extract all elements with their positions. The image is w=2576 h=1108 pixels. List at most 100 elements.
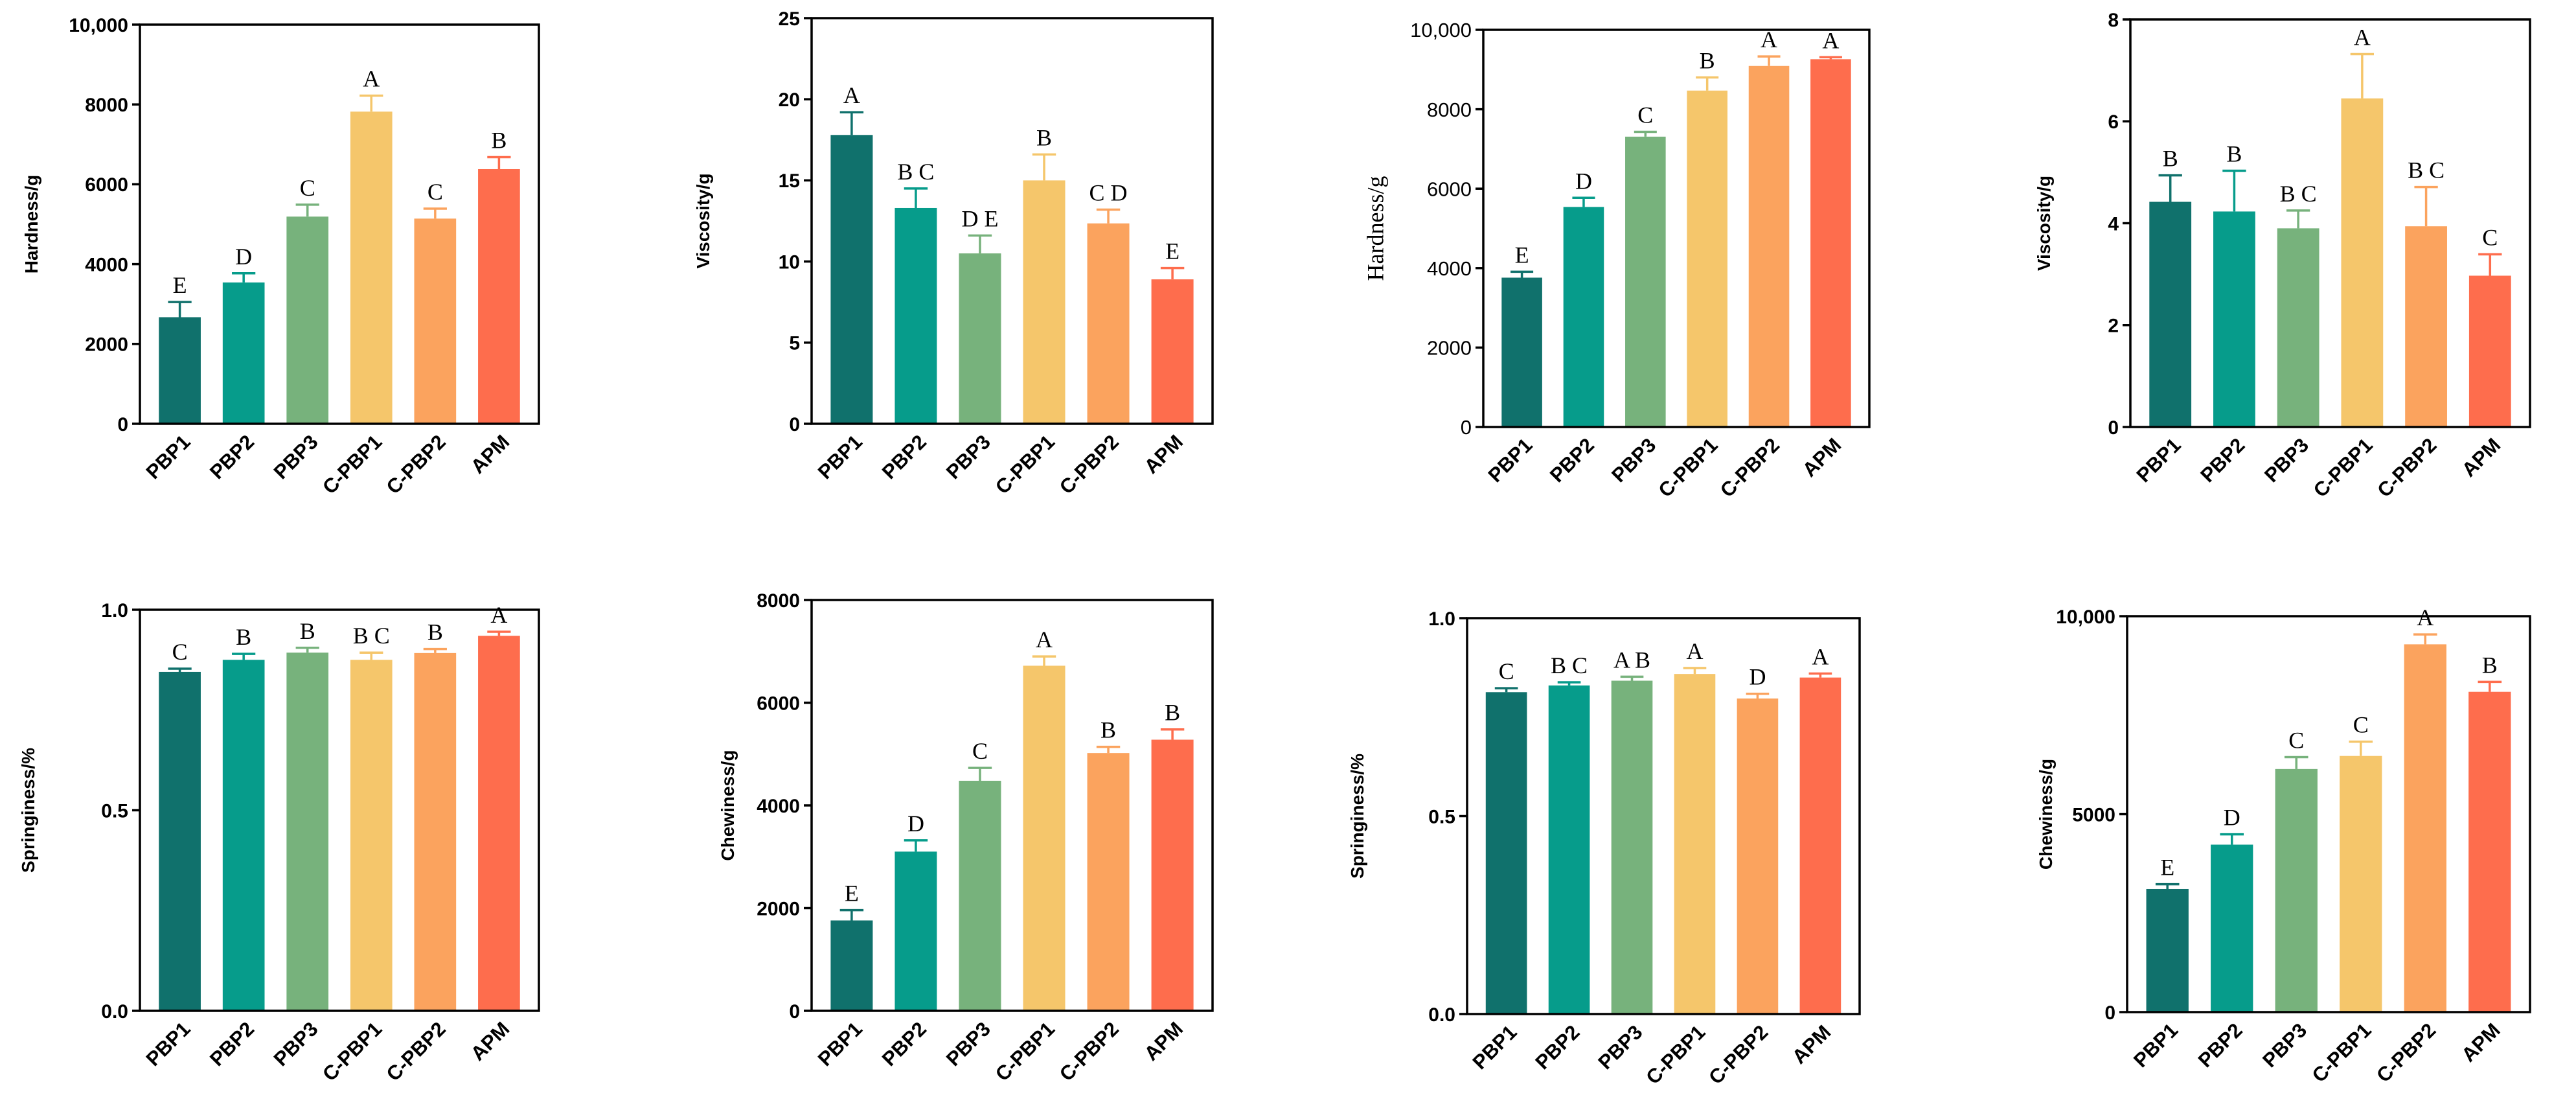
chart8-x-tick-label-pbp2: PBP2 [2194, 1019, 2247, 1072]
chart6-x-tick-label-c-pbp2: C-PBP2 [1055, 1017, 1123, 1085]
chart6-y-tick-label: 6000 [757, 693, 800, 714]
chart6-y-tick-label: 4000 [757, 796, 800, 817]
chart7-x-tick-label-c-pbp1: C-PBP1 [1641, 1021, 1709, 1089]
chart8-significance-letter-apm: B [2482, 652, 2498, 678]
chart8-bar-pbp1 [2146, 888, 2189, 1012]
chart1-x-tick-label-pbp2: PBP2 [205, 430, 258, 483]
chart6-y-tick-label: 2000 [757, 898, 800, 919]
chart8-bar-c-pbp1 [2340, 756, 2382, 1012]
chart3-y-tick-label: 2000 [1427, 337, 1472, 360]
chart4-x-tick-label-pbp1: PBP1 [2132, 433, 2185, 487]
chart8-x-tick-label-apm: APM [2457, 1019, 2504, 1066]
chart3-bar-c-pbp2 [1748, 65, 1790, 427]
chart3-y-axis-label: Hardness/g [1363, 176, 1389, 281]
chart1-x-tick-label-c-pbp1: C-PBP1 [318, 430, 386, 498]
chart-panel-1: E PBP1 D PBP2 C PBP3 A C-PBP1 C C-PBP2 B APM 0 2000 40… [21, 15, 540, 498]
chart4-y-tick-label: 2 [2108, 316, 2119, 337]
chart3-significance-letter-apm: A [1822, 27, 1839, 53]
chart6-error-bar-pbp3 [968, 767, 992, 781]
chart5-x-tick-label-pbp3: PBP3 [269, 1017, 323, 1070]
chart8-x-tick-label-c-pbp2: C-PBP2 [2372, 1019, 2440, 1087]
chart1-plot-frame [139, 23, 540, 425]
chart8-y-tick-label: 0 [2104, 1002, 2115, 1024]
chart4-significance-letter-pbp1: B [2163, 146, 2178, 172]
chart2-x-tick-label-c-pbp2: C-PBP2 [1055, 430, 1123, 498]
chart1-significance-letter-pbp2: D [235, 244, 252, 270]
chart8-error-bar-pbp2 [2220, 833, 2244, 845]
chart2-y-tick-label: 25 [779, 8, 800, 30]
chart2-y-tick-label: 15 [779, 170, 800, 192]
chart5-x-tick-label-pbp1: PBP1 [142, 1017, 195, 1070]
chart1-error-bar-pbp1 [168, 301, 192, 317]
chart7-y-tick-label: 1.0 [1428, 608, 1455, 630]
chart5-x-tick-label-c-pbp1: C-PBP1 [318, 1017, 386, 1085]
chart2-y-tick-label: 10 [779, 251, 800, 273]
chart6-y-tick-label: 0 [789, 1001, 800, 1022]
chart5-significance-letter-pbp1: C [172, 639, 188, 665]
chart7-significance-letter-apm: A [1812, 644, 1829, 670]
chart-panel-4: B PBP1 B PBP2 B C PBP3 A C-PBP1 B C C-PBP2 C APM 0 2 4… [2034, 10, 2531, 502]
chart5-bar-pbp3 [286, 652, 329, 1011]
chart4-y-tick-label: 6 [2108, 111, 2119, 133]
chart3-y-tick-label: 8000 [1427, 98, 1472, 121]
chart8-error-bar-apm [2478, 680, 2502, 692]
chart2-significance-letter-pbp1: A [843, 82, 860, 108]
chart4-bar-c-pbp1 [2341, 98, 2384, 427]
chart8-bar-pbp3 [2275, 768, 2318, 1012]
chart1-error-bar-pbp3 [295, 203, 319, 217]
chart1-bar-c-pbp1 [350, 111, 393, 424]
chart6-x-tick-label-c-pbp1: C-PBP1 [991, 1017, 1059, 1085]
chart7-bar-pbp3 [1611, 680, 1653, 1014]
chart3-error-bar-c-pbp2 [1757, 55, 1781, 66]
chart8-x-tick-label-pbp3: PBP3 [2258, 1019, 2311, 1072]
chart3-bar-c-pbp1 [1687, 90, 1727, 427]
chart5-y-tick-label: 0.0 [101, 1001, 128, 1022]
chart7-significance-letter-c-pbp2: D [1749, 664, 1766, 690]
chart3-error-bar-pbp2 [1572, 196, 1595, 207]
chart4-significance-letter-c-pbp1: A [2354, 24, 2371, 50]
chart7-error-bar-pbp1 [1494, 687, 1518, 693]
chart5-x-tick-label-apm: APM [466, 1017, 514, 1065]
chart4-x-tick-label-pbp2: PBP2 [2196, 433, 2249, 487]
chart6-bar-apm [1151, 739, 1194, 1011]
chart4-error-bar-c-pbp1 [2350, 52, 2374, 98]
chart1-significance-letter-c-pbp1: A [363, 66, 380, 92]
chart4-x-tick-label-pbp3: PBP3 [2260, 433, 2313, 487]
chart2-plot-frame [810, 17, 1214, 425]
chart1-significance-letter-pbp3: C [300, 175, 315, 201]
chart7-x-tick-label-apm: APM [1788, 1021, 1835, 1068]
chart6-significance-letter-c-pbp2: B [1100, 717, 1116, 743]
chart8-significance-letter-pbp2: D [2224, 805, 2240, 831]
chart6-y-tick-label: 8000 [757, 590, 800, 612]
chart6-bar-pbp2 [895, 851, 937, 1011]
chart4-y-axis-label: Viscosity/g [2034, 176, 2054, 271]
chart8-bar-apm [2468, 691, 2511, 1012]
chart7-y-tick-label: 0.5 [1428, 806, 1455, 827]
chart3-error-bar-pbp3 [1634, 130, 1657, 137]
chart2-significance-letter-pbp2: B C [897, 159, 934, 185]
chart5-bar-pbp1 [159, 671, 201, 1011]
chart8-y-tick-label: 10,000 [2056, 606, 2115, 628]
chart6-bar-c-pbp1 [1023, 665, 1066, 1011]
chart5-y-tick-label: 1.0 [101, 600, 128, 621]
chart4-bar-pbp2 [2213, 211, 2255, 427]
chart-panel-8: E PBP1 D PBP2 C PBP3 C C-PBP1 A C-PBP2 B APM 0 5000 10… [2036, 605, 2531, 1087]
chart1-bar-pbp3 [286, 216, 329, 424]
chart1-bar-c-pbp2 [414, 218, 457, 424]
chart1-x-tick-label-c-pbp2: C-PBP2 [382, 430, 450, 498]
chart7-significance-letter-c-pbp1: A [1686, 638, 1703, 664]
chart-panel-3: EPBP1DPBP2CPBP3BC-PBP1AC-PBP2AAPM0200040… [1363, 19, 1871, 502]
chart8-bar-c-pbp2 [2404, 644, 2446, 1012]
chart2-bar-c-pbp2 [1087, 223, 1130, 424]
chart3-error-bar-c-pbp1 [1696, 76, 1719, 91]
chart1-y-tick-label: 6000 [85, 174, 128, 196]
chart5-error-bar-pbp2 [232, 652, 256, 660]
chart8-significance-letter-pbp3: C [2288, 728, 2304, 754]
chart4-x-tick-label-apm: APM [2457, 433, 2505, 481]
chart4-bar-c-pbp2 [2405, 226, 2447, 427]
chart6-error-bar-apm [1160, 728, 1185, 740]
chart6-error-bar-pbp2 [904, 839, 928, 852]
chart7-error-bar-apm [1808, 672, 1832, 678]
chart4-x-tick-label-c-pbp1: C-PBP1 [2309, 433, 2377, 502]
chart5-error-bar-c-pbp1 [359, 651, 383, 660]
